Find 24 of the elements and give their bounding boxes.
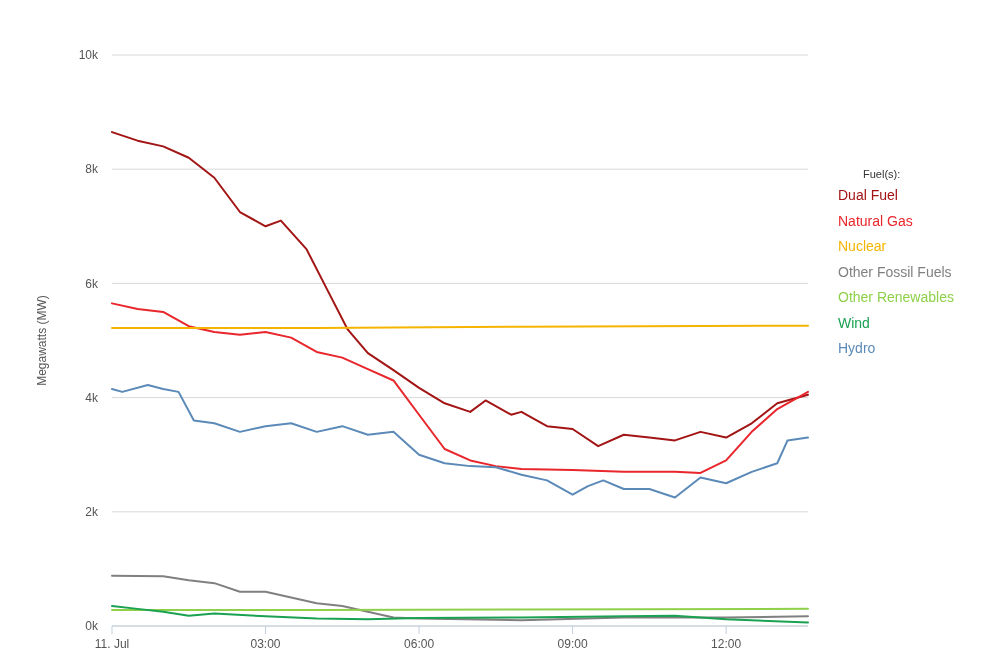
legend-title: Fuel(s): — [863, 168, 901, 180]
x-tick-label: 03:00 — [250, 637, 281, 651]
text: Wind — [838, 314, 870, 331]
text: Nuclear — [838, 238, 887, 254]
y-tick-label: 4k — [85, 390, 99, 405]
y-tick-label: 2k — [85, 505, 99, 519]
text: Other Fossil Fuels — [838, 263, 952, 280]
y-tick-label: 0k — [85, 619, 99, 634]
line-series — [111, 131, 809, 448]
text: Dual Fuel — [838, 187, 898, 203]
line-series — [111, 574, 809, 622]
x-tick-label: 09:00 — [557, 637, 588, 651]
x-tick-label: 12:00 — [711, 637, 742, 651]
line-series — [111, 384, 809, 499]
x-tick-label: 06:00 — [404, 637, 435, 651]
y-tick-label: 8k — [85, 162, 99, 177]
line-series — [111, 302, 809, 474]
y-tick-label: 10k — [78, 48, 99, 63]
text: Other Renewables — [838, 289, 954, 305]
x-tick-label: 11. Jul — [94, 637, 130, 651]
text: Natural Gas — [838, 212, 913, 229]
y-tick-label: 6k — [85, 276, 99, 291]
y-axis-title: Megawatts (MW) — [35, 295, 49, 386]
text: Hydro — [838, 340, 876, 356]
